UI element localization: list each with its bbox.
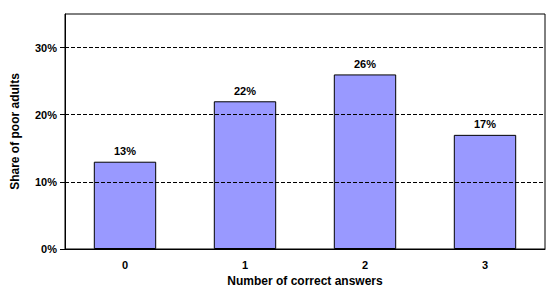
svg-text:2: 2 [362,259,368,271]
svg-text:3: 3 [482,259,488,271]
svg-text:26%: 26% [354,58,376,70]
svg-text:13%: 13% [114,145,136,157]
svg-text:22%: 22% [234,85,256,97]
svg-text:10%: 10% [35,176,57,188]
svg-text:0: 0 [122,259,128,271]
svg-text:17%: 17% [474,118,496,130]
svg-text:1: 1 [242,259,248,271]
svg-text:30%: 30% [35,42,57,54]
svg-text:0%: 0% [41,243,57,255]
svg-text:Share of poor adults: Share of poor adults [8,73,22,190]
svg-text:Number of correct answers: Number of correct answers [227,274,383,288]
svg-text:20%: 20% [35,109,57,121]
